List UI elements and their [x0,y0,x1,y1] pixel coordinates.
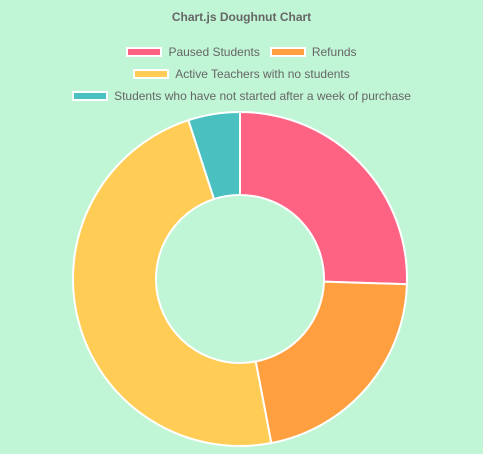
legend-item-paused-students[interactable]: Paused Students [126,45,260,59]
slice-active-teachers[interactable] [72,118,273,447]
chart-legend: Paused Students Refunds Active Teachers … [0,41,483,107]
slice-refunds[interactable] [254,280,408,445]
legend-swatch-paused-students [126,47,163,57]
legend-label-students-not-started: Students who have not started after a we… [114,89,411,103]
legend-row-2: Active Teachers with no students [0,63,483,85]
legend-item-students-not-started[interactable]: Students who have not started after a we… [72,89,411,103]
legend-row-3: Students who have not started after a we… [0,85,483,107]
legend-swatch-active-teachers [133,69,170,79]
legend-label-active-teachers: Active Teachers with no students [175,67,350,81]
slice-students-not-started[interactable] [187,110,241,201]
chart-title: Chart.js Doughnut Chart [171,10,312,24]
legend-item-refunds[interactable]: Refunds [269,45,357,59]
legend-swatch-refunds [269,47,306,57]
legend-label-refunds: Refunds [311,45,357,59]
legend-label-paused-students: Paused Students [168,45,260,59]
legend-item-active-teachers[interactable]: Active Teachers with no students [133,67,350,81]
legend-row-1: Paused Students Refunds [0,41,483,63]
legend-swatch-students-not-started [72,91,109,101]
slice-paused-students[interactable] [239,110,408,286]
